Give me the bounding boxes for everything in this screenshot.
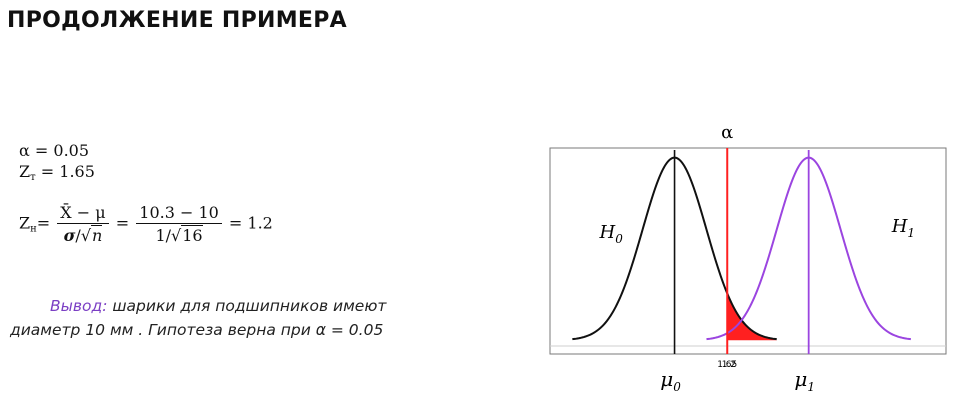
conclusion-line-1: Вывод: шарики для подшипников имеют	[50, 297, 386, 315]
alpha-line: α = 0.05	[19, 141, 90, 160]
conclusion-line-2: диаметр 10 мм . Гипотеза верна при α = 0…	[10, 321, 384, 339]
observed-value-label: 1.2	[722, 360, 736, 370]
zn-symbol: Z	[19, 213, 31, 233]
sqrt-slash: /√	[75, 226, 92, 245]
slide-title: ПРОДОЛЖЕНИЕ ПРИМЕРА	[7, 8, 347, 33]
zn-equals-2: =	[115, 213, 130, 233]
plot-frame	[549, 147, 947, 355]
zt-formula: Zт = 1.65	[19, 162, 95, 183]
zt-symbol: Z	[19, 162, 31, 181]
zt-subscript: т	[30, 172, 36, 183]
alpha-label: α	[721, 122, 733, 143]
zn-numeric-denominator: 1/√16	[136, 224, 222, 245]
zn-equals: =	[36, 213, 51, 233]
numeric-den-pre: 1/√	[155, 226, 182, 245]
hypothesis-distribution-chart: α H0 H1 1.2 1.65 μ0 μ1	[549, 122, 947, 394]
conclusion-text-1: шарики для подшипников имеют	[107, 297, 387, 315]
numeric-den-val: 16	[181, 225, 203, 245]
h0-label: H0	[599, 222, 624, 246]
zn-fraction-numerator: X̄ − μ	[57, 203, 109, 224]
rejection-region	[727, 293, 777, 341]
zn-numeric-numerator: 10.3 − 10	[136, 203, 222, 224]
zn-result: = 1.2	[228, 213, 273, 233]
zn-fraction-denominator: σ/√n	[57, 224, 108, 245]
conclusion-lead: Вывод:	[50, 297, 108, 315]
critical-value-label: 1.65	[717, 360, 737, 370]
zt-value: = 1.65	[40, 162, 95, 181]
zn-subscript: н	[30, 223, 37, 235]
h1-label: H1	[891, 216, 915, 240]
n-symbol: n	[91, 225, 103, 245]
zn-fraction-numeric: 10.3 − 10 1/√16	[136, 203, 222, 245]
zn-fraction-symbolic: X̄ − μ σ/√n	[57, 203, 109, 245]
sigma-symbol: σ	[63, 226, 76, 245]
zn-formula: Zн= X̄ − μ σ/√n = 10.3 − 10 1/√16 = 1.2	[19, 203, 273, 245]
mu0-label: μ0	[660, 367, 681, 394]
mu1-label: μ1	[794, 367, 815, 394]
alpha-formula: α = 0.05	[19, 141, 89, 160]
